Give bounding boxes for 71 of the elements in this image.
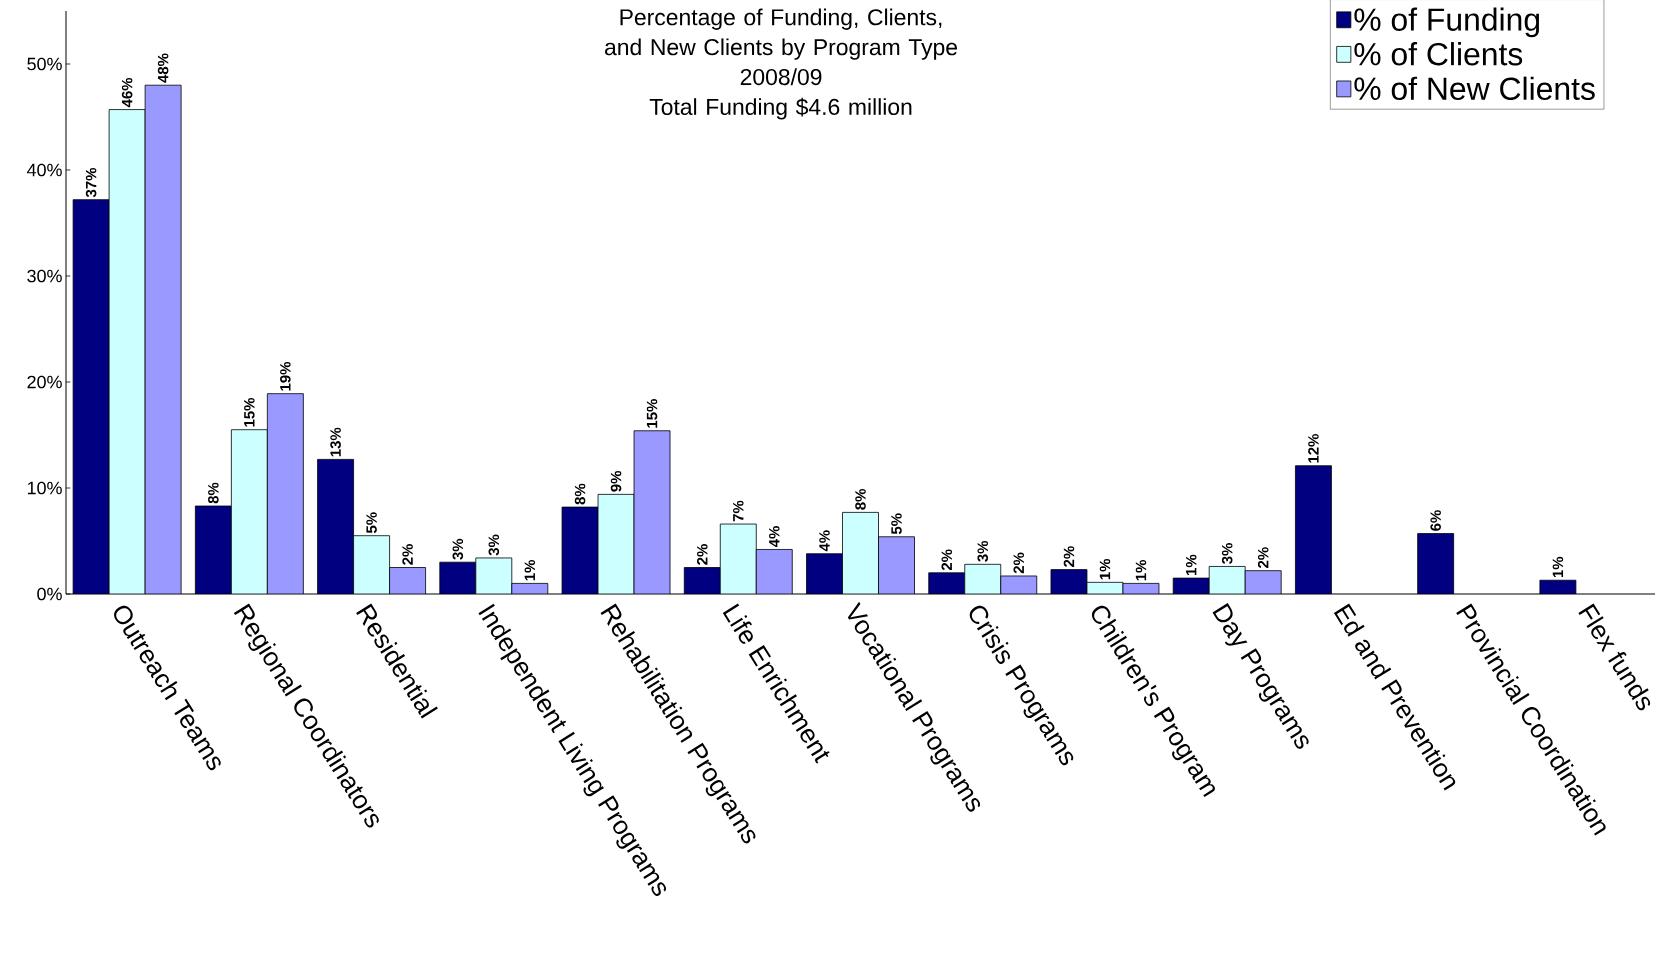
data-label: 2% [696,544,708,565]
bar [878,536,915,594]
bar [806,553,843,594]
legend-label: % of Clients [1354,42,1523,66]
data-label: 4% [769,526,780,548]
data-label: 8% [855,488,866,510]
bar [353,535,390,594]
data-label: 5% [891,513,902,535]
data-label: 19% [280,361,291,391]
bar [1208,566,1246,594]
bar [475,557,512,594]
bar [231,429,268,594]
data-label: 1% [1099,558,1111,580]
legend-label: % of New Clients [1354,76,1595,101]
bar [684,567,721,594]
data-label: 9% [610,470,622,492]
data-label: 8% [574,483,586,505]
legend-label: % of Funding [1354,7,1540,38]
text: Percentage of Funding, Clients, and New Clients by Program Type [605,8,958,60]
bar [1244,570,1282,594]
data-label: 1% [1552,556,1564,578]
data-label: 8% [208,482,219,504]
bar [756,549,793,594]
data-label: 1% [1135,560,1147,581]
y-tick-label: 0% [37,587,62,601]
data-label: 3% [452,538,464,560]
data-label: 1% [524,560,536,581]
bar [842,512,879,594]
bar [267,393,304,594]
y-tick-label: 30% [27,269,62,283]
data-label: 12% [1308,434,1319,463]
data-label: 3% [1221,543,1233,564]
data-label: 5% [366,512,377,534]
data-label: 4% [819,530,830,552]
data-label: 7% [733,500,744,522]
y-tick-label: 10% [27,481,62,495]
y-tick-label: 50% [27,57,62,71]
data-label: 15% [244,398,255,427]
data-label: 13% [330,427,341,457]
data-label: 3% [977,540,989,562]
y-tick-label: 20% [27,375,62,389]
data-label: 3% [488,534,500,556]
bar [720,524,757,594]
data-label: 2% [941,549,952,571]
bar [109,109,146,594]
data-label: 1% [1185,554,1197,575]
data-label: 2% [1257,547,1269,568]
bar [195,506,232,594]
bar [1295,465,1332,594]
bar [439,562,476,594]
data-label: 15% [646,399,658,428]
data-label: 37% [85,167,97,198]
bar [928,572,965,594]
bar [145,85,182,594]
bar [317,459,354,594]
bar [634,430,671,594]
bar [73,199,110,594]
y-tick-label: 40% [26,163,62,177]
data-label: 48% [157,53,169,83]
bar [598,494,635,594]
data-label: 2% [1063,546,1075,567]
data-label: 6% [1430,510,1441,531]
bar [562,507,599,594]
bar [964,564,1001,594]
text: 2008/09 [740,68,822,86]
data-label: 2% [1013,552,1025,574]
bar [1417,533,1454,594]
bar [389,567,426,594]
data-label: 46% [121,77,133,108]
data-label: 2% [402,544,413,565]
annotation: Total Funding $4.6 million [649,97,912,120]
